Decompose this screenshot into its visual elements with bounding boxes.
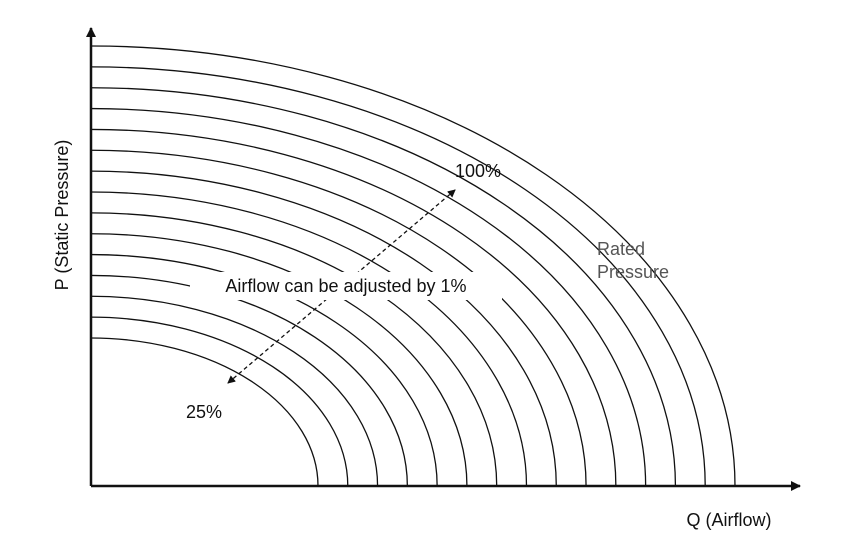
label-background — [190, 272, 502, 300]
min-label: 25% — [186, 402, 222, 422]
pressure-curve — [90, 170, 557, 487]
max-label: 100% — [455, 161, 501, 181]
pressure-curve — [90, 128, 617, 487]
rated-label: Rated — [597, 239, 645, 259]
pressure-curve — [90, 212, 498, 487]
pressure-curve — [90, 87, 677, 487]
pressure-curve — [90, 295, 379, 487]
pressure-curve — [90, 274, 409, 487]
pressure-curve — [90, 107, 647, 487]
pressure-curve — [90, 45, 736, 487]
x-axis-label: Q (Airflow) — [687, 510, 772, 530]
pressure-curve — [90, 233, 468, 487]
pressure-curve — [90, 66, 706, 487]
pressure-curve — [90, 149, 587, 487]
rated-label: Pressure — [597, 262, 669, 282]
adjust-label: Airflow can be adjusted by 1% — [225, 276, 466, 296]
y-axis-label: P (Static Pressure) — [52, 140, 72, 291]
